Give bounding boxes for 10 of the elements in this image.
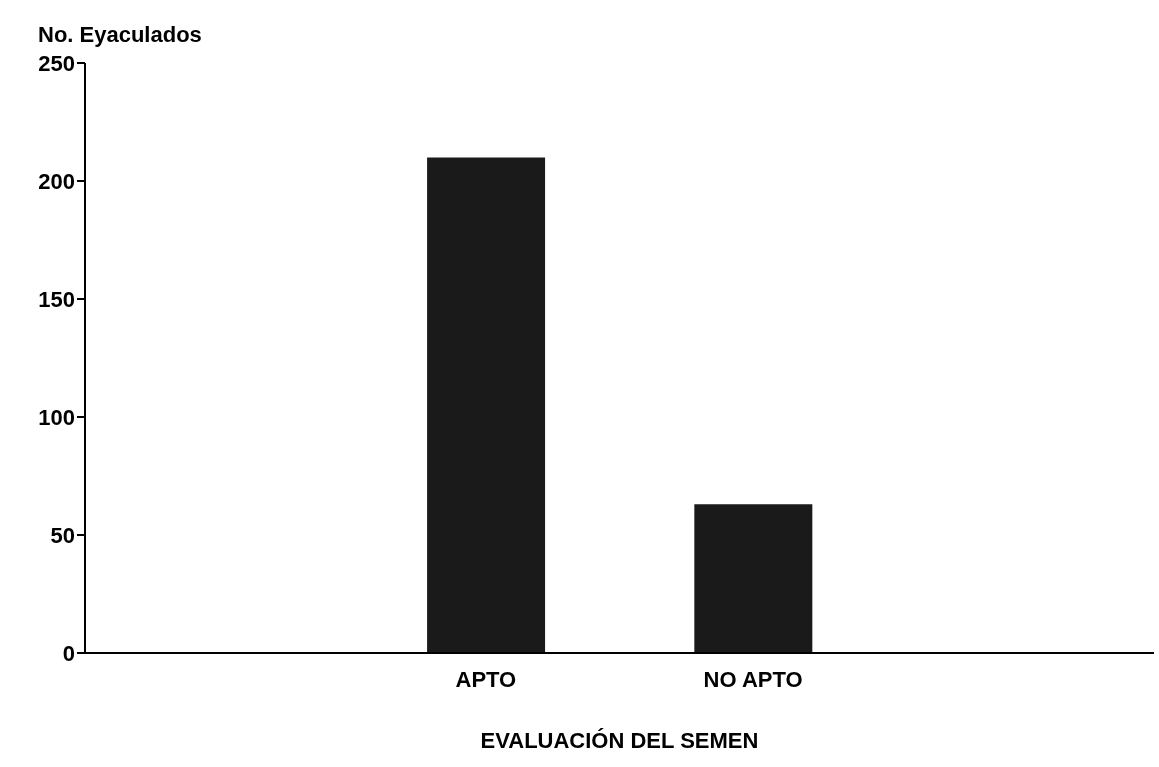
x-axis-title: EVALUACIÓN DEL SEMEN [480,728,759,753]
x-tick-label: APTO [455,666,517,692]
x-tick-label: NO APTO [703,666,803,692]
y-tick-label: 0 [62,640,75,666]
y-axis-title: No. Eyaculados [38,22,202,48]
y-tick-label: 250 [38,50,75,76]
y-tick-label: 50 [50,522,75,548]
y-tick-label: 100 [38,404,75,430]
y-tick-label: 200 [38,168,75,194]
y-tick-label: 150 [38,286,75,312]
